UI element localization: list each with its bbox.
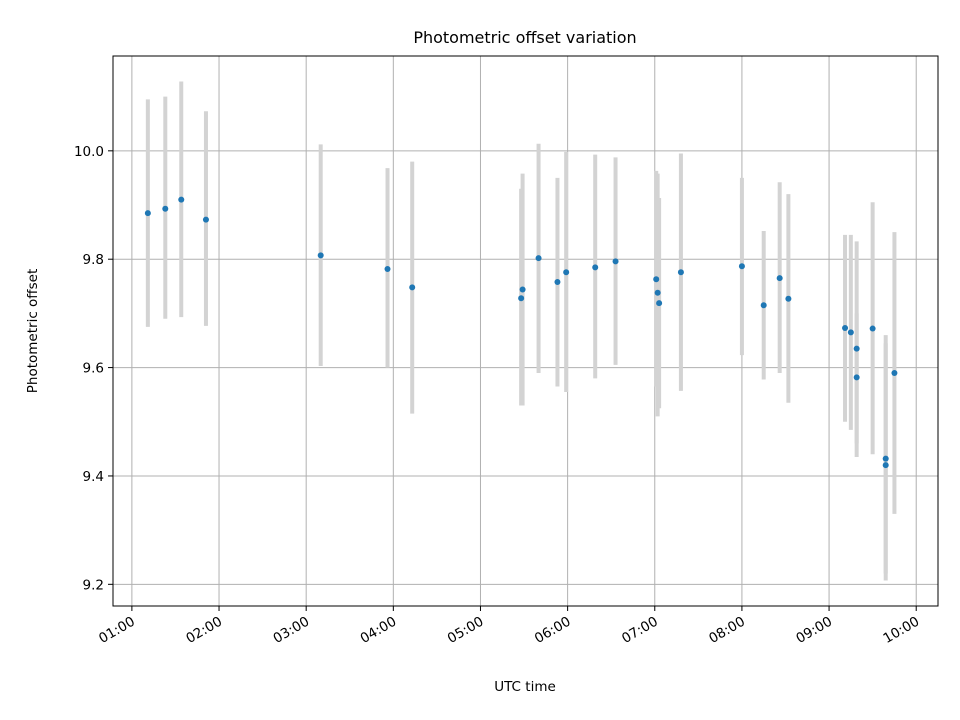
data-point <box>653 276 660 283</box>
data-point <box>178 196 185 203</box>
data-point <box>882 462 889 469</box>
data-point <box>592 264 599 271</box>
grid-layer <box>113 56 938 606</box>
x-axis-label: UTC time <box>494 679 556 695</box>
data-point <box>776 275 783 282</box>
plot-frame <box>112 55 939 607</box>
x-tick-label: 06:00 <box>532 614 574 647</box>
x-tick-label: 08:00 <box>706 614 748 647</box>
data-point <box>144 210 151 217</box>
data-point <box>842 325 849 332</box>
data-point <box>612 258 619 265</box>
data-point <box>891 369 898 376</box>
data-point <box>847 329 854 336</box>
data-point <box>317 252 324 259</box>
y-axis-label: Photometric offset <box>25 269 41 393</box>
data-point <box>384 265 391 272</box>
data-point <box>853 374 860 381</box>
x-tick-label: 01:00 <box>96 614 138 647</box>
data-point <box>882 455 889 462</box>
data-point <box>760 302 767 309</box>
data-point <box>677 269 684 276</box>
point-layer <box>144 196 898 469</box>
x-tick-label: 10:00 <box>881 614 923 647</box>
y-tick-label: 9.2 <box>83 577 104 593</box>
data-point <box>519 286 526 293</box>
data-point <box>785 295 792 302</box>
x-tick-label: 09:00 <box>793 614 835 647</box>
data-point <box>162 205 169 212</box>
data-point <box>869 325 876 332</box>
data-point <box>563 269 570 276</box>
data-point <box>853 345 860 352</box>
y-tick-label: 10.0 <box>74 144 104 160</box>
data-point <box>409 284 416 291</box>
x-tick-label: 02:00 <box>183 614 225 647</box>
x-tick-label: 04:00 <box>358 614 400 647</box>
data-point <box>738 263 745 270</box>
data-point <box>654 289 661 296</box>
x-tick-label: 03:00 <box>270 614 312 647</box>
y-tick-label: 9.4 <box>83 469 104 485</box>
data-point <box>518 295 525 302</box>
chart-title: Photometric offset variation <box>413 28 636 47</box>
tick-layer: 01:00 02:00 03:00 04:00 05:00 06:00 07:00 08:00… <box>74 144 922 647</box>
x-tick-label: 07:00 <box>619 614 661 647</box>
data-point <box>656 300 663 307</box>
y-tick-label: 9.8 <box>83 252 104 268</box>
data-point <box>554 278 561 285</box>
y-tick-label: 9.6 <box>83 361 104 377</box>
errorbar-layer <box>145 81 897 581</box>
data-point <box>535 255 542 262</box>
x-tick-label: 05:00 <box>445 614 487 647</box>
data-point <box>202 216 209 223</box>
